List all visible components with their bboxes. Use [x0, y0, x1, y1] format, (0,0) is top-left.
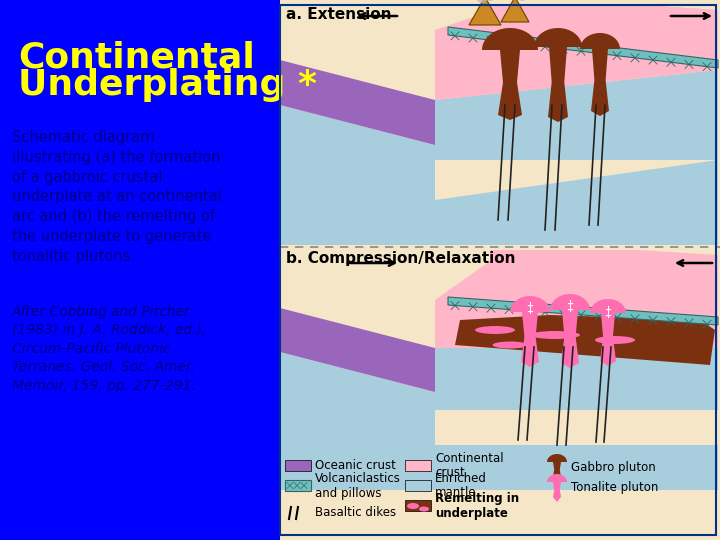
Bar	[285, 460, 311, 471]
Ellipse shape	[419, 507, 429, 511]
Polygon shape	[547, 474, 567, 502]
Polygon shape	[510, 296, 550, 367]
Text: +: +	[567, 306, 574, 314]
Bar	[405, 500, 431, 511]
Bar	[280, 0, 720, 540]
Polygon shape	[580, 33, 620, 116]
Ellipse shape	[530, 331, 580, 339]
Text: a. Extension: a. Extension	[286, 7, 392, 22]
Text: +: +	[526, 301, 534, 310]
Text: Continental
crust: Continental crust	[435, 451, 503, 480]
Polygon shape	[448, 27, 718, 68]
Polygon shape	[490, 250, 718, 270]
Text: Tonalite pluton: Tonalite pluton	[571, 482, 658, 495]
Polygon shape	[469, 0, 501, 25]
Ellipse shape	[492, 341, 528, 348]
Polygon shape	[280, 308, 435, 392]
Polygon shape	[455, 315, 715, 365]
Circle shape	[517, 0, 527, 1]
Polygon shape	[435, 5, 718, 100]
Text: +: +	[605, 310, 611, 320]
Text: Volcaniclastics
and pillows: Volcaniclastics and pillows	[315, 471, 401, 500]
Polygon shape	[280, 352, 718, 490]
Bar	[405, 480, 431, 491]
Polygon shape	[534, 28, 582, 122]
Ellipse shape	[595, 336, 635, 344]
Polygon shape	[501, 0, 529, 22]
Polygon shape	[280, 60, 435, 145]
Ellipse shape	[407, 503, 419, 509]
Text: +: +	[605, 305, 611, 314]
Bar	[280, 5, 716, 535]
Text: Oceanic crust: Oceanic crust	[315, 459, 396, 472]
Polygon shape	[435, 348, 718, 410]
Polygon shape	[435, 252, 718, 348]
Text: Basaltic dikes: Basaltic dikes	[315, 507, 396, 519]
Text: +: +	[567, 300, 574, 308]
Polygon shape	[490, 5, 718, 25]
Bar	[0, 0, 280, 540]
Polygon shape	[547, 454, 567, 482]
Bar	[405, 460, 431, 471]
Text: After Cobbing and Pitcher
(1983) in J. A. Roddick, ed.),
Circum-Pacific Plutonic: After Cobbing and Pitcher (1983) in J. A…	[12, 305, 206, 393]
Polygon shape	[550, 294, 590, 368]
Polygon shape	[280, 105, 718, 245]
Text: Enriched
mantle: Enriched mantle	[435, 471, 487, 500]
Polygon shape	[482, 28, 538, 120]
Circle shape	[483, 0, 497, 1]
Circle shape	[476, 0, 488, 3]
Polygon shape	[448, 297, 718, 325]
Text: Underplating *: Underplating *	[18, 68, 317, 102]
Polygon shape	[435, 70, 718, 160]
Text: Remelting in
underplate: Remelting in underplate	[435, 492, 519, 520]
Ellipse shape	[475, 326, 515, 334]
Bar	[285, 480, 311, 491]
Text: Continental: Continental	[18, 40, 255, 74]
Text: Schematic diagram
illustrating (a) the formation
of a gabbroic crustal
underplat: Schematic diagram illustrating (a) the f…	[12, 130, 222, 264]
Text: +: +	[526, 307, 534, 316]
Text: b. Compression/Relaxation: b. Compression/Relaxation	[286, 251, 516, 266]
Text: Gabbro pluton: Gabbro pluton	[571, 462, 656, 475]
Polygon shape	[590, 299, 626, 366]
